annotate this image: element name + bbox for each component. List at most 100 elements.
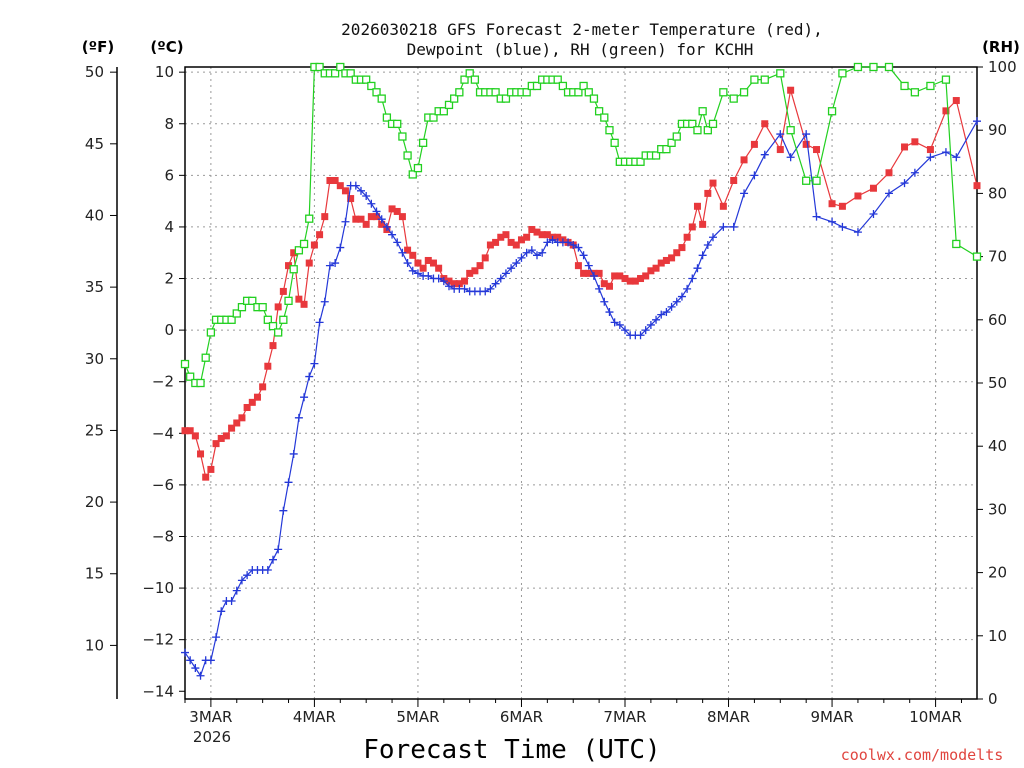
temperature-point: [761, 120, 769, 128]
temperature-point: [238, 414, 246, 422]
rh-point: [201, 353, 210, 362]
dewpoint-point: [237, 576, 246, 585]
temperature-point: [492, 238, 500, 246]
temperature-point: [600, 280, 608, 288]
temperature-point: [279, 287, 287, 295]
dewpoint-point: [548, 235, 557, 244]
rh-point: [398, 132, 407, 141]
dewpoint-point: [802, 130, 811, 139]
celsius-tick-label: 4: [164, 218, 174, 236]
rh-point: [584, 88, 593, 97]
rh-point: [688, 119, 697, 129]
dewpoint-point: [325, 261, 334, 270]
fahrenheit-tick-label: 15: [85, 565, 104, 583]
fahrenheit-unit-label: (ºF): [82, 38, 114, 56]
temperature-point: [512, 241, 520, 249]
rh-point: [900, 81, 909, 91]
dewpoint-point: [828, 217, 837, 226]
temperature-point: [186, 427, 194, 435]
rh-point: [289, 265, 298, 274]
dewpoint-point: [662, 308, 671, 317]
dewpoint-point: [538, 248, 547, 257]
temperature-point: [243, 404, 251, 412]
dewpoint-point: [973, 117, 981, 126]
temperature-point: [813, 146, 821, 154]
fahrenheit-tick-label: 10: [85, 636, 104, 654]
dewpoint-point: [279, 506, 288, 515]
rh-point: [382, 113, 392, 122]
temperature-point: [657, 259, 665, 267]
celsius-tick-label: −10: [142, 579, 174, 597]
temperature-line: [185, 90, 978, 479]
dewpoint-point: [693, 264, 702, 273]
temperature-point: [331, 177, 339, 185]
celsius-tick-label: 0: [164, 321, 174, 339]
temperature-point: [693, 202, 701, 210]
rh-point: [501, 94, 511, 103]
dewpoint-point: [357, 186, 365, 195]
rh-point: [776, 69, 785, 78]
dewpoint-point: [740, 189, 749, 198]
rh-point: [460, 75, 469, 84]
temperature-point: [637, 275, 645, 283]
rh-point: [636, 157, 645, 166]
temperature-point: [838, 202, 846, 210]
rh-point: [532, 81, 542, 91]
temperature-point: [398, 213, 406, 221]
dewpoint-point: [305, 372, 314, 381]
temperature-point: [419, 264, 427, 272]
rh-point: [719, 88, 728, 97]
dewpoint-point: [610, 318, 619, 327]
temperature-point: [414, 259, 422, 267]
rh-point: [258, 303, 267, 312]
rh-point: [750, 75, 759, 84]
rh-line: [184, 66, 978, 384]
dewpoint-point: [243, 571, 252, 580]
dewpoint-point: [600, 297, 609, 306]
dewpoint-point: [869, 210, 878, 219]
rh-point: [305, 214, 314, 223]
dewpoint-point: [885, 189, 893, 198]
temperature-point: [885, 169, 893, 177]
x-tick-label: 6MAR: [500, 708, 543, 726]
celsius-tick-label: 6: [164, 166, 174, 184]
dewpoint-point: [206, 656, 215, 665]
temperature-point: [574, 262, 582, 270]
dewpoint-point: [941, 148, 950, 157]
x-tick-label: 10MAR: [909, 708, 962, 726]
temperature-point: [854, 192, 862, 200]
dewpoint-point: [413, 269, 422, 278]
dewpoint-point: [677, 292, 686, 301]
dewpoint-point: [294, 413, 303, 422]
dewpoint-point: [636, 331, 645, 340]
dewpoint-point: [589, 271, 598, 280]
rh-point: [444, 100, 454, 110]
temperature-point: [388, 205, 396, 213]
rh-tick-label: 100: [988, 58, 1017, 76]
rh-point: [248, 296, 257, 305]
temperature-point: [300, 300, 308, 308]
celsius-tick-label: 8: [164, 115, 174, 133]
rh-point: [594, 107, 604, 116]
rh-point: [703, 126, 712, 135]
temperature-point: [248, 398, 256, 406]
rh-point: [708, 119, 718, 129]
dewpoint-point: [646, 320, 655, 329]
rh-point: [574, 88, 583, 97]
dewpoint-point: [372, 207, 381, 216]
rh-point: [972, 252, 982, 261]
temperature-point: [461, 277, 469, 285]
rh-tick-label: 60: [988, 311, 1007, 329]
dewpoint-point: [232, 586, 241, 595]
rh-point: [522, 88, 531, 97]
rh-point: [439, 107, 448, 116]
temperature-point: [973, 182, 981, 190]
dewpoint-point: [445, 282, 453, 291]
dewpoint-point: [719, 222, 728, 231]
temperature-point: [538, 231, 546, 239]
dewpoint-point: [434, 274, 443, 283]
rh-point: [299, 239, 309, 249]
temperature-point: [580, 269, 588, 277]
temperature-point: [228, 424, 236, 432]
